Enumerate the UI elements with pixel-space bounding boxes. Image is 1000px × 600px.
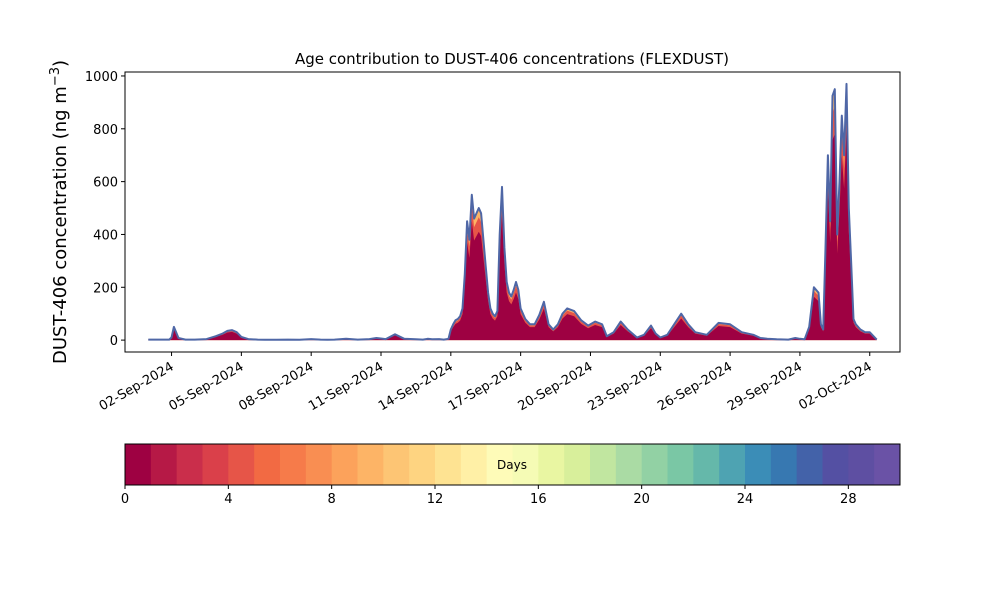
plot-area [124,71,901,353]
colorbar-segment [486,444,513,485]
colorbar-segment [305,444,333,485]
colorbar-segment [822,444,849,485]
y-tick-label: 400 [93,228,118,243]
x-tick-label: 05-Sep-2024 [167,359,247,414]
colorbar-segment [254,444,281,485]
colorbar: 0 4 8 12 16 20 24 28 [121,443,901,507]
y-axis: 0 200 400 600 800 1000 [85,70,125,349]
y-tick-label: 1000 [85,70,118,85]
total-concentration-line [148,82,878,341]
plot-frame [124,71,901,353]
x-tick-label: 17-Sep-2024 [446,359,526,414]
colorbar-tick-label: 16 [530,492,547,507]
y-axis-label: DUST-406 concentration (ng m−3) [48,60,71,364]
x-tick-label: 20-Sep-2024 [516,359,596,414]
colorbar-segment [796,444,823,485]
colorbar-segment [202,444,229,485]
y-tick-label: 0 [110,334,118,349]
colorbar-segment [770,444,798,485]
colorbar-segment [331,444,358,485]
x-tick-label: 02-Oct-2024 [796,359,874,413]
x-tick-label: 02-Sep-2024 [97,359,177,414]
colorbar-frame [124,443,901,486]
colorbar-tick-label: 0 [121,492,129,507]
colorbar-label: Days [497,458,527,472]
colorbar-segment [745,444,772,485]
y-tick-label: 800 [93,123,118,138]
colorbar-segment [176,444,203,485]
colorbar-segment [460,444,488,485]
colorbar-tick-label: 20 [633,492,650,507]
colorbar-tick-label: 24 [737,492,754,507]
x-tick-label: 29-Sep-2024 [725,359,805,414]
colorbar-segment [641,444,668,485]
colorbar-segment [409,444,436,485]
colorbar-segment [383,444,410,485]
age-layer-core [148,130,877,341]
colorbar-segment [357,444,384,485]
y-tick-label: 600 [93,176,118,191]
colorbar-segment [874,444,901,485]
colorbar-tick-label: 12 [427,492,444,507]
colorbar-segment [719,444,746,485]
y-tick-label: 200 [93,281,118,296]
x-tick-label: 14-Sep-2024 [376,359,456,414]
colorbar-segment [590,444,617,485]
colorbar-segment [150,444,178,485]
colorbar-segment [538,444,565,485]
x-tick-label: 11-Sep-2024 [306,359,386,414]
chart-title: Age contribution to DUST-406 concentrati… [295,50,729,68]
colorbar-segment [125,444,152,485]
x-tick-label: 08-Sep-2024 [236,359,316,414]
colorbar-segment [693,444,720,485]
colorbar-segment [228,444,255,485]
x-tick-label: 26-Sep-2024 [655,359,735,414]
colorbar-tick-label: 8 [328,492,336,507]
colorbar-segment [615,444,643,485]
colorbar-tick-label: 4 [224,492,232,507]
x-axis: 02-Sep-202405-Sep-202408-Sep-202411-Sep-… [97,352,875,414]
colorbar-segment [848,444,875,485]
colorbar-segment [435,444,462,485]
colorbar-segment [512,444,539,485]
colorbar-segment [280,444,307,485]
colorbar-segment [564,444,591,485]
colorbar-tick-label: 28 [840,492,857,507]
colorbar-segment [667,444,694,485]
x-tick-label: 23-Sep-2024 [585,359,665,414]
